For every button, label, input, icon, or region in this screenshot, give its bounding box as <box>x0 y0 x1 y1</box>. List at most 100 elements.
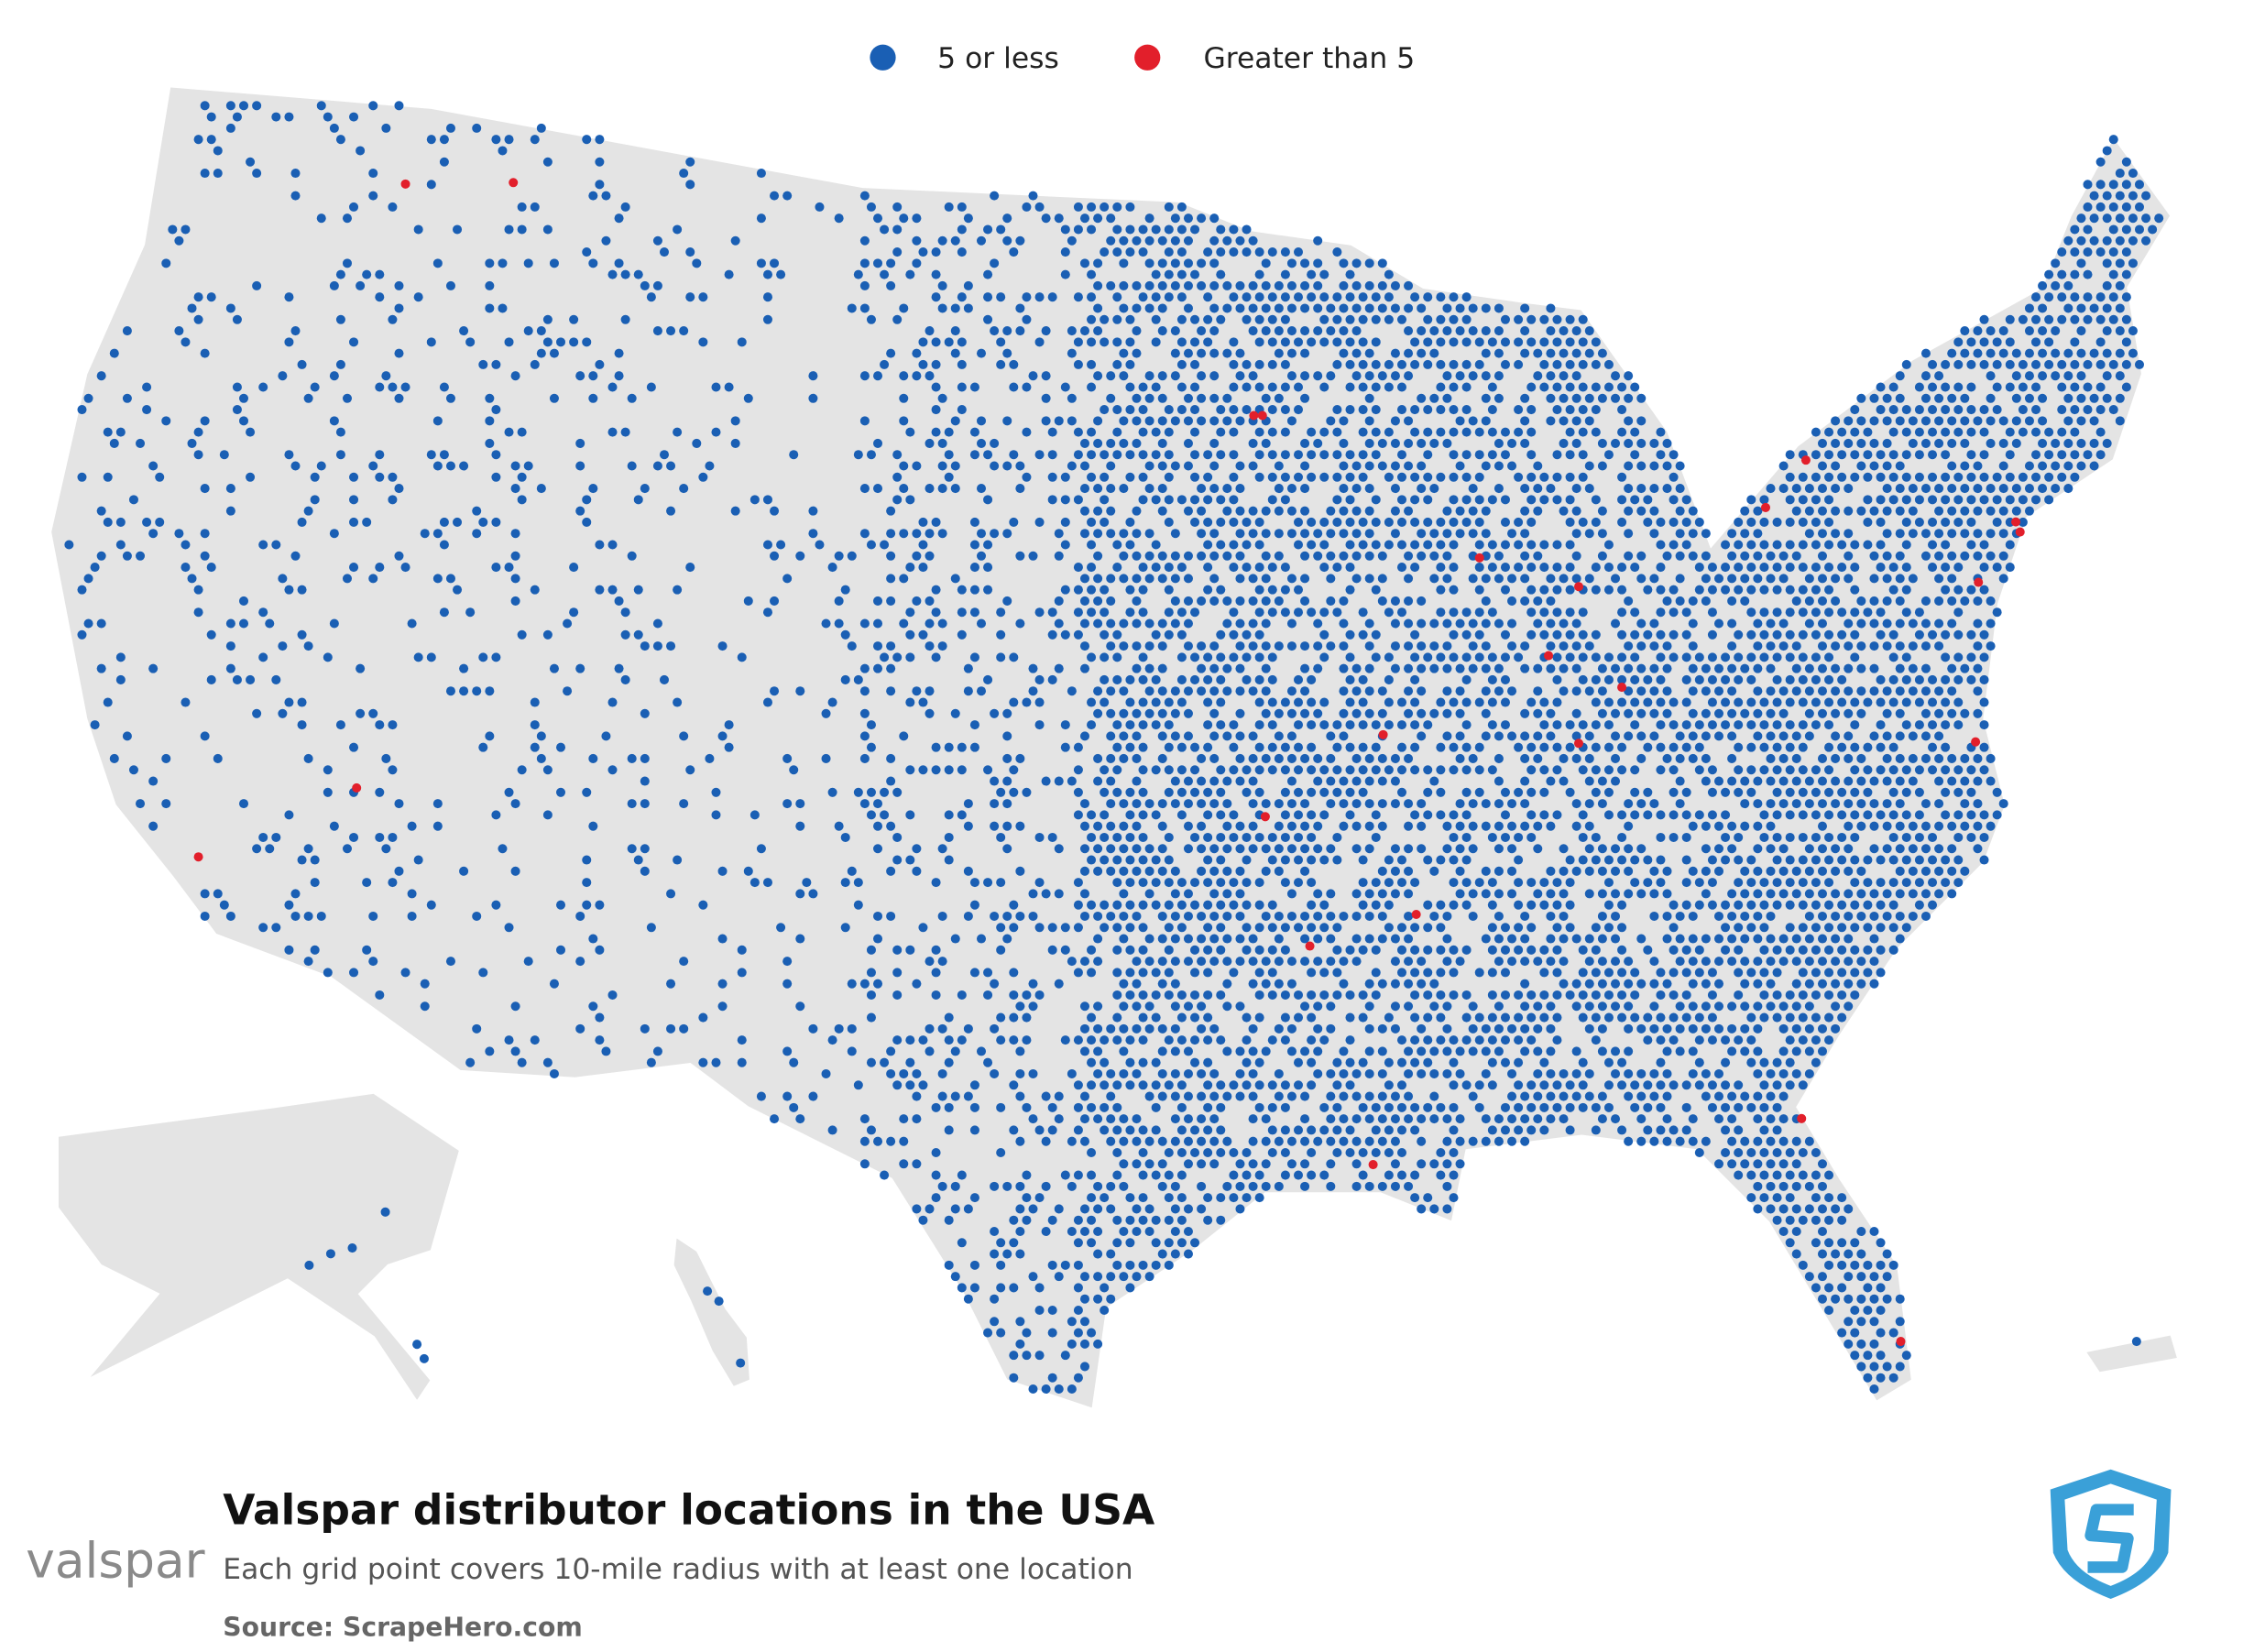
location-dot <box>1487 405 1497 415</box>
location-dot <box>1624 844 1634 854</box>
location-dot <box>1578 382 1588 392</box>
location-dot <box>1280 337 1290 347</box>
location-dot <box>1649 484 1659 494</box>
location-dot <box>1850 742 1860 752</box>
location-dot <box>1209 776 1220 786</box>
location-dot <box>1009 900 1019 910</box>
location-dot <box>1286 1023 1297 1034</box>
location-dot <box>485 258 495 268</box>
location-dot <box>853 878 863 888</box>
location-dot <box>90 563 100 573</box>
location-dot <box>582 135 592 145</box>
location-dot <box>1286 731 1297 741</box>
location-dot <box>1106 235 1116 246</box>
location-dot <box>1112 968 1122 978</box>
location-dot <box>1197 416 1207 426</box>
location-dot <box>1384 878 1394 888</box>
location-dot <box>1869 911 1879 921</box>
location-dot <box>1526 742 1537 752</box>
location-dot <box>148 529 159 539</box>
location-dot <box>1494 1046 1504 1056</box>
location-dot <box>1047 607 1057 618</box>
location-dot <box>1565 878 1575 888</box>
location-dot <box>1643 742 1653 752</box>
location-dot <box>990 529 1000 539</box>
location-dot <box>1817 438 1828 448</box>
location-dot <box>1079 258 1090 268</box>
location-dot <box>1242 1057 1252 1067</box>
location-dot <box>1442 371 1452 381</box>
location-dot <box>1307 697 1317 707</box>
location-dot <box>1455 1046 1465 1056</box>
location-dot <box>1423 405 1433 415</box>
location-dot <box>1701 1068 1711 1079</box>
location-dot <box>859 979 870 989</box>
location-dot <box>1371 652 1381 662</box>
location-dot <box>983 990 993 1000</box>
location-dot <box>1197 280 1207 290</box>
location-dot <box>1746 968 1756 978</box>
location-dot <box>1332 292 1342 302</box>
location-dot <box>1436 314 1446 324</box>
location-dot <box>381 844 391 854</box>
location-dot <box>1992 563 2002 573</box>
location-dot <box>1203 247 1213 257</box>
location-dot <box>478 359 488 369</box>
location-dot <box>1410 990 1420 1000</box>
location-dot <box>1229 810 1239 820</box>
location-dot <box>2108 269 2118 279</box>
location-dot <box>1947 529 1957 539</box>
location-dot <box>1649 506 1659 516</box>
location-dot <box>1850 472 1860 482</box>
location-dot <box>1914 765 1924 775</box>
location-dot <box>1442 844 1452 854</box>
location-dot <box>1326 844 1336 854</box>
location-dot <box>1474 968 1484 978</box>
location-dot <box>290 326 301 336</box>
location-dot <box>1804 957 1814 967</box>
location-dot <box>1869 551 1879 561</box>
location-dot <box>1209 1023 1220 1034</box>
location-dot <box>1417 551 1427 561</box>
location-dot <box>1636 686 1647 696</box>
location-dot <box>1785 517 1795 527</box>
location-dot <box>1507 731 1517 741</box>
location-dot <box>1455 1068 1465 1079</box>
location-dot <box>1888 585 1898 595</box>
location-dot <box>1307 832 1317 842</box>
location-dot <box>1313 663 1323 673</box>
location-dot <box>1449 945 1459 955</box>
location-dot <box>1675 731 1685 741</box>
location-dot <box>1002 776 1012 786</box>
location-dot <box>1286 506 1297 516</box>
location-dot <box>1734 563 1744 573</box>
location-dot <box>1474 359 1484 369</box>
location-dot <box>1423 495 1433 505</box>
location-dot <box>1235 1091 1245 1101</box>
location-dot <box>1293 607 1304 618</box>
location-dot <box>1307 292 1317 302</box>
location-dot <box>1474 337 1484 347</box>
location-dot <box>1106 529 1116 539</box>
location-dot <box>1235 371 1245 381</box>
location-dot <box>258 382 268 392</box>
location-dot <box>1293 585 1304 595</box>
location-dot <box>2057 427 2067 437</box>
location-dot <box>711 382 721 392</box>
location-dot <box>717 1001 728 1012</box>
location-dot <box>1804 574 1814 584</box>
location-dot <box>2102 393 2112 403</box>
location-dot <box>2083 224 2093 235</box>
location-dot <box>1656 563 1666 573</box>
location-dot <box>1170 686 1180 696</box>
location-dot <box>1235 866 1245 876</box>
location-dot <box>1286 303 1297 313</box>
location-dot <box>1183 1046 1193 1056</box>
location-dot <box>1624 731 1634 741</box>
location-dot <box>892 472 903 482</box>
location-dot <box>1578 1080 1588 1090</box>
location-dot <box>90 720 100 730</box>
location-dot <box>2141 235 2151 246</box>
location-dot <box>1047 674 1057 684</box>
location-dot <box>944 765 954 775</box>
